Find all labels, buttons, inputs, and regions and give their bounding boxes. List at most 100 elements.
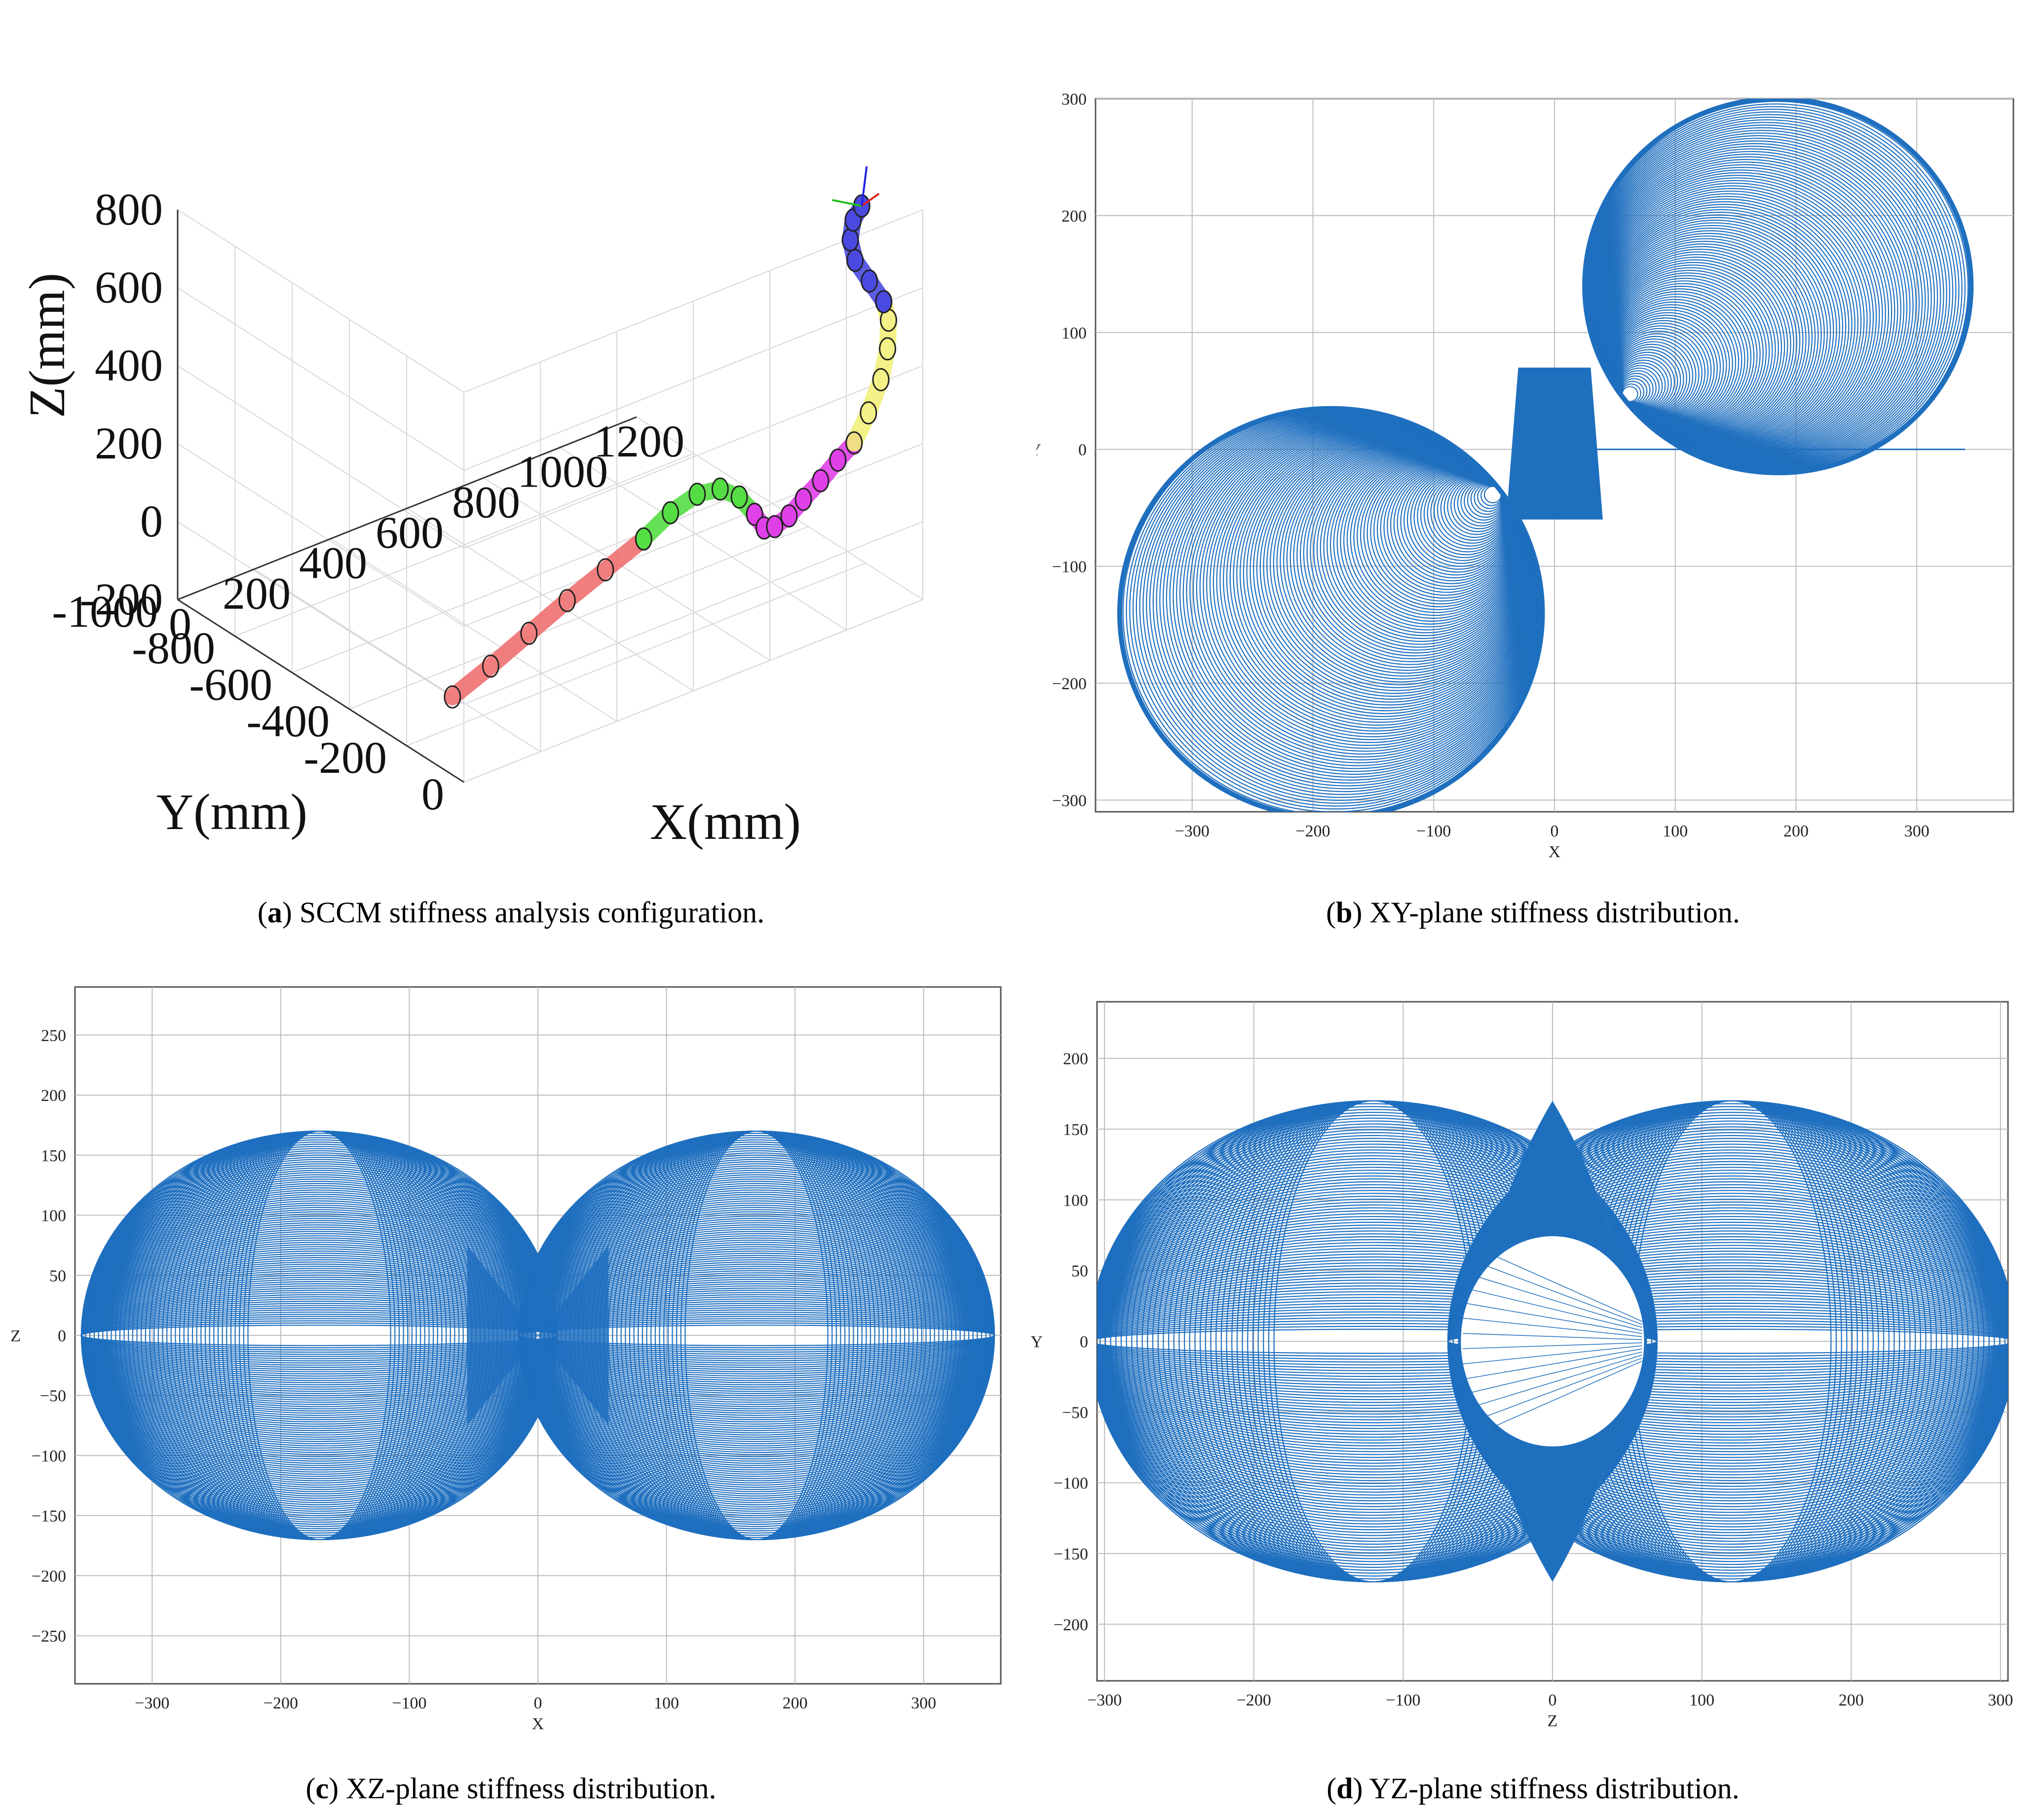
inner-chord (1463, 1361, 1642, 1441)
joint-disc (780, 504, 798, 528)
x-tick-label: 200 (1783, 822, 1809, 840)
y-tick-label: 250 (41, 1026, 66, 1045)
x-tick-label: −200 (1237, 1691, 1271, 1709)
y-axis-label: Y (1036, 441, 1041, 459)
segment-yellow (845, 293, 897, 452)
joint-disc (795, 488, 812, 511)
x-tick-label: 100 (1689, 1691, 1714, 1709)
gridline (349, 526, 809, 710)
x-tick-label: 400 (299, 538, 367, 588)
gridline (463, 443, 923, 627)
x-tick-label: −100 (1386, 1691, 1420, 1709)
x-tick-label: −300 (135, 1694, 169, 1712)
z-axis-label: Z(mm) (19, 273, 76, 418)
caption-b: (b) XY-plane stiffness distribution. (1326, 896, 1740, 929)
frame-y-axis (832, 199, 862, 207)
gridline (636, 417, 923, 600)
y-tick-label: 100 (41, 1207, 66, 1225)
y-tick-label: 150 (1063, 1121, 1088, 1139)
frame-z-axis (861, 166, 868, 206)
inner-chord (1463, 1345, 1642, 1364)
caption-d: (d) YZ-plane stiffness distribution. (1326, 1772, 1740, 1805)
joint-disc (875, 290, 893, 313)
y-tick-label: 50 (1071, 1262, 1088, 1281)
y-tick-label: -800 (132, 623, 215, 673)
inner-ellipse (1459, 1234, 1646, 1448)
y-tick-label: 100 (1063, 1191, 1088, 1210)
gridline (177, 521, 464, 705)
inner-chord (1463, 1318, 1642, 1337)
lobe-outline (1117, 406, 1545, 812)
gridline (463, 365, 923, 549)
y-tick-label: 0 (421, 769, 444, 819)
z-tick-label: 800 (95, 184, 163, 234)
gridline (177, 209, 464, 393)
lobe-outline (1582, 99, 1974, 475)
frame-x-axis (861, 192, 880, 207)
segment-red (444, 531, 652, 706)
y-tick-label: −100 (1052, 558, 1087, 576)
joint-disc (482, 654, 499, 678)
gridline (463, 599, 923, 783)
gridline (234, 453, 694, 637)
chart-b-xy-plane: −300 −200 −100 0 100 200 300 300 200 100 0 −100 −200… (1036, 90, 2014, 861)
joint-disc (872, 368, 890, 391)
y-tick-label: -400 (246, 696, 330, 746)
gridline (406, 563, 866, 746)
y-tick-label: −100 (1054, 1475, 1088, 1493)
z-tick-label: 600 (95, 262, 163, 312)
y-tick-label: -600 (189, 659, 272, 710)
y-tick-label: −200 (1052, 675, 1087, 693)
gridline (483, 477, 770, 661)
y-tick-label: -1000 (52, 586, 158, 637)
x-tick-label: 300 (911, 1694, 936, 1712)
joint-disc (558, 589, 576, 612)
x-tick-label: 600 (376, 507, 444, 558)
joint-disc (766, 515, 784, 538)
joint-disc (812, 469, 830, 493)
joint-disc (635, 527, 652, 551)
y-tick-label: -200 (303, 732, 387, 783)
inner-chord (1463, 1355, 1642, 1410)
neck-band (1506, 367, 1603, 520)
y-tick-label: −100 (32, 1447, 66, 1465)
center-bowtie (467, 1245, 609, 1426)
y-tick-label: 200 (41, 1087, 66, 1105)
gridline (330, 538, 617, 722)
y-tick-label: −50 (40, 1387, 66, 1405)
gridline (560, 447, 847, 631)
inner-chord (1463, 1351, 1642, 1395)
lobe-ellipse-vertical (1097, 1100, 1658, 1583)
y-tick-label: 0 (1080, 1333, 1088, 1351)
chart-d-yz-plane: −300 −200 −100 0 100 200 300 200 150 100 50 0 −50 −10… (1030, 1001, 2013, 1730)
gridline (254, 568, 541, 753)
joint-disc (444, 685, 461, 709)
y-axis-label: Y (1030, 1333, 1043, 1351)
joint-disc (879, 337, 897, 361)
y-tick-label: −50 (1062, 1403, 1088, 1422)
y-tick-label: 0 (1078, 441, 1087, 459)
x-axis-label: Z (1548, 1712, 1558, 1730)
chart-c-xz-plane: −300 −200 −100 0 100 200 300 250 200 150 100 50 0 −50… (10, 986, 1002, 1733)
gridline (177, 287, 464, 471)
x-tick-label: 0 (1551, 822, 1559, 840)
joint-disc (841, 228, 859, 252)
y-tick-label: 200 (1063, 1050, 1088, 1068)
gridline (177, 365, 464, 549)
joint-disc (662, 501, 680, 525)
y-axis-label: Z (10, 1327, 21, 1345)
inner-chord (1463, 1256, 1642, 1325)
joint-disc (829, 448, 847, 472)
y-tick-label: 200 (1061, 207, 1087, 226)
x-axis-label: X (1549, 843, 1561, 861)
joint-disc (520, 621, 538, 645)
x-tick-label: 0 (1549, 1691, 1557, 1709)
y-tick-label: −150 (1054, 1545, 1088, 1563)
y-tick-label: 150 (41, 1147, 66, 1165)
inner-chord (1463, 1302, 1642, 1334)
gridline (463, 521, 923, 705)
x-tick-label: −200 (264, 1694, 298, 1712)
inner-chord (1463, 1241, 1642, 1322)
curve-family (1097, 1100, 2008, 1583)
